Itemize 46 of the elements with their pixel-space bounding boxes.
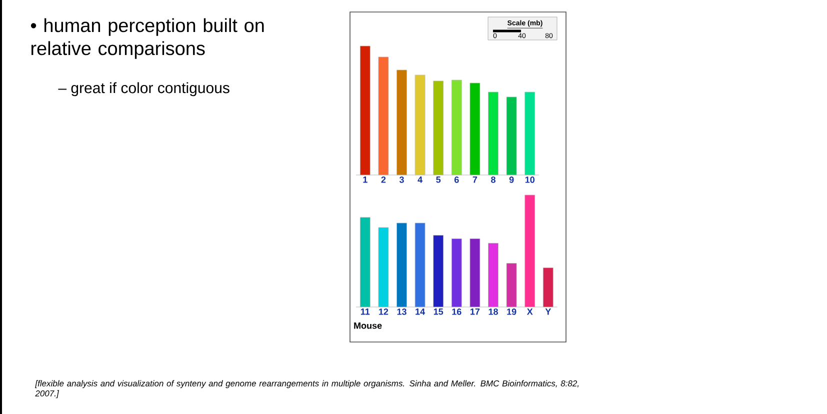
bar [378,227,389,308]
bar [524,92,536,176]
bar [396,70,407,176]
x-tick-label: 7 [472,176,478,183]
bar [470,82,480,176]
bar [506,96,517,176]
x-tick-label: 16 [452,308,462,315]
bar [396,222,407,308]
x-tick-label: 17 [470,308,480,315]
bar [414,74,426,176]
x-tick-label: 13 [397,308,406,315]
bar [378,56,389,176]
bar [488,242,498,308]
bar [470,238,480,308]
x-tick-label: 6 [454,176,459,183]
bar [488,92,498,176]
text: [flexible analysis and visualization of synteny and genome rearrangements in multiple organisms. Sinha and Meller. BMC Bioinformatics, 8:82, 2007.] [35,380,579,398]
x-tick-label: 5 [436,176,441,183]
x-tick-label: 9 [509,176,514,183]
bar [414,222,426,308]
bar [451,238,462,308]
x-tick-label: 19 [507,308,516,315]
bar [360,217,370,308]
x-tick-label: 1 [363,176,368,183]
x-tick-label: 2 [381,176,386,183]
bar [433,235,444,308]
bar [524,194,536,308]
x-tick-label: 12 [379,308,388,315]
x-tick-label: 3 [399,176,404,183]
x-tick-label: 4 [418,176,423,183]
x-tick-label: 8 [491,176,496,183]
bar [542,268,554,308]
x-tick-label: 11 [360,308,370,315]
x-tick-label: X [526,308,533,315]
x-tick-label: 10 [525,176,534,183]
x-tick-label: 15 [434,308,444,315]
x-tick-label: Y [545,308,552,315]
x-tick-label: 14 [416,308,426,315]
x-axis-title: Mouse [354,322,382,329]
bar [433,80,444,176]
bar [506,263,517,308]
text: • human perception built on relative comparisons [30,18,264,59]
bar [451,80,462,176]
x-tick-label: 18 [488,308,498,315]
text: – great if color contiguous [58,82,230,96]
bar [360,46,370,176]
